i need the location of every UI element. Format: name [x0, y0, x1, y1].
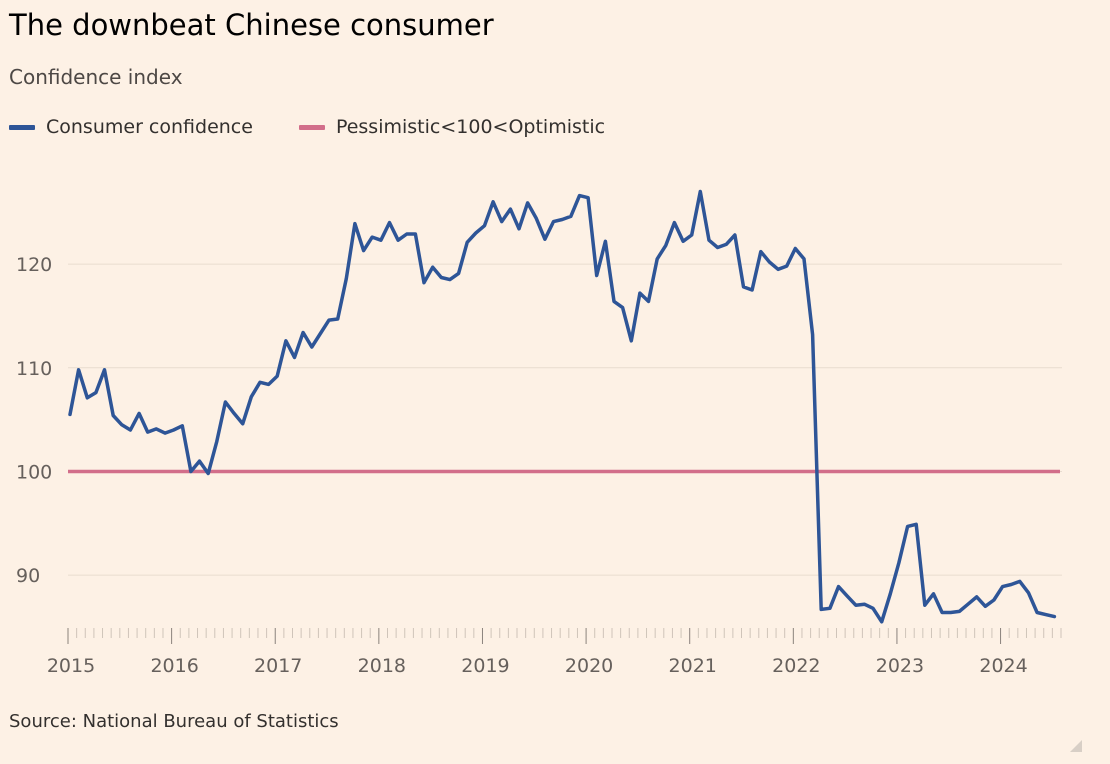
y-tick-label-100: 100 — [16, 461, 52, 483]
y-tick-label-110: 110 — [16, 358, 52, 380]
legend-swatch-threshold — [298, 124, 325, 130]
x-tick-label-2020: 2020 — [565, 655, 613, 677]
chart-title: The downbeat Chinese consumer — [9, 8, 494, 42]
x-axis: 2015 2016 2017 2018 2019 2020 2021 2022 2023 2024 — [47, 628, 1062, 677]
legend-item-threshold: Pessimistic<100<Optimistic — [298, 116, 606, 138]
x-tick-label-2019: 2019 — [461, 655, 509, 677]
x-tick-label-2017: 2017 — [254, 655, 302, 677]
legend: Consumer confidence Pessimistic<100<Opti… — [9, 114, 651, 140]
x-tick-label-2015: 2015 — [47, 655, 95, 677]
y-tick-label-90: 90 — [16, 565, 40, 587]
legend-item-consumer-confidence: Consumer confidence — [9, 116, 253, 138]
x-tick-label-2022: 2022 — [772, 655, 820, 677]
legend-label-threshold: Pessimistic<100<Optimistic — [335, 116, 606, 138]
grid-lines — [68, 263, 1062, 576]
x-tick-label-2018: 2018 — [358, 655, 406, 677]
x-tick-label-2023: 2023 — [876, 655, 924, 677]
source-note: Source: National Bureau of Statistics — [9, 711, 339, 732]
x-tick-label-2024: 2024 — [979, 655, 1027, 677]
y-axis-tick-labels: 90 100 110 120 — [16, 254, 52, 587]
legend-swatch-consumer-confidence — [9, 124, 35, 130]
x-tick-label-2016: 2016 — [150, 655, 198, 677]
series-lines — [68, 189, 1060, 624]
x-tick-label-2021: 2021 — [669, 655, 717, 677]
legend-label-consumer-confidence: Consumer confidence — [46, 116, 253, 138]
y-tick-label-120: 120 — [16, 254, 52, 276]
consumer-confidence-line — [68, 189, 1057, 624]
chart-subtitle: Confidence index — [9, 65, 183, 89]
resize-corner-icon — [1070, 740, 1082, 752]
